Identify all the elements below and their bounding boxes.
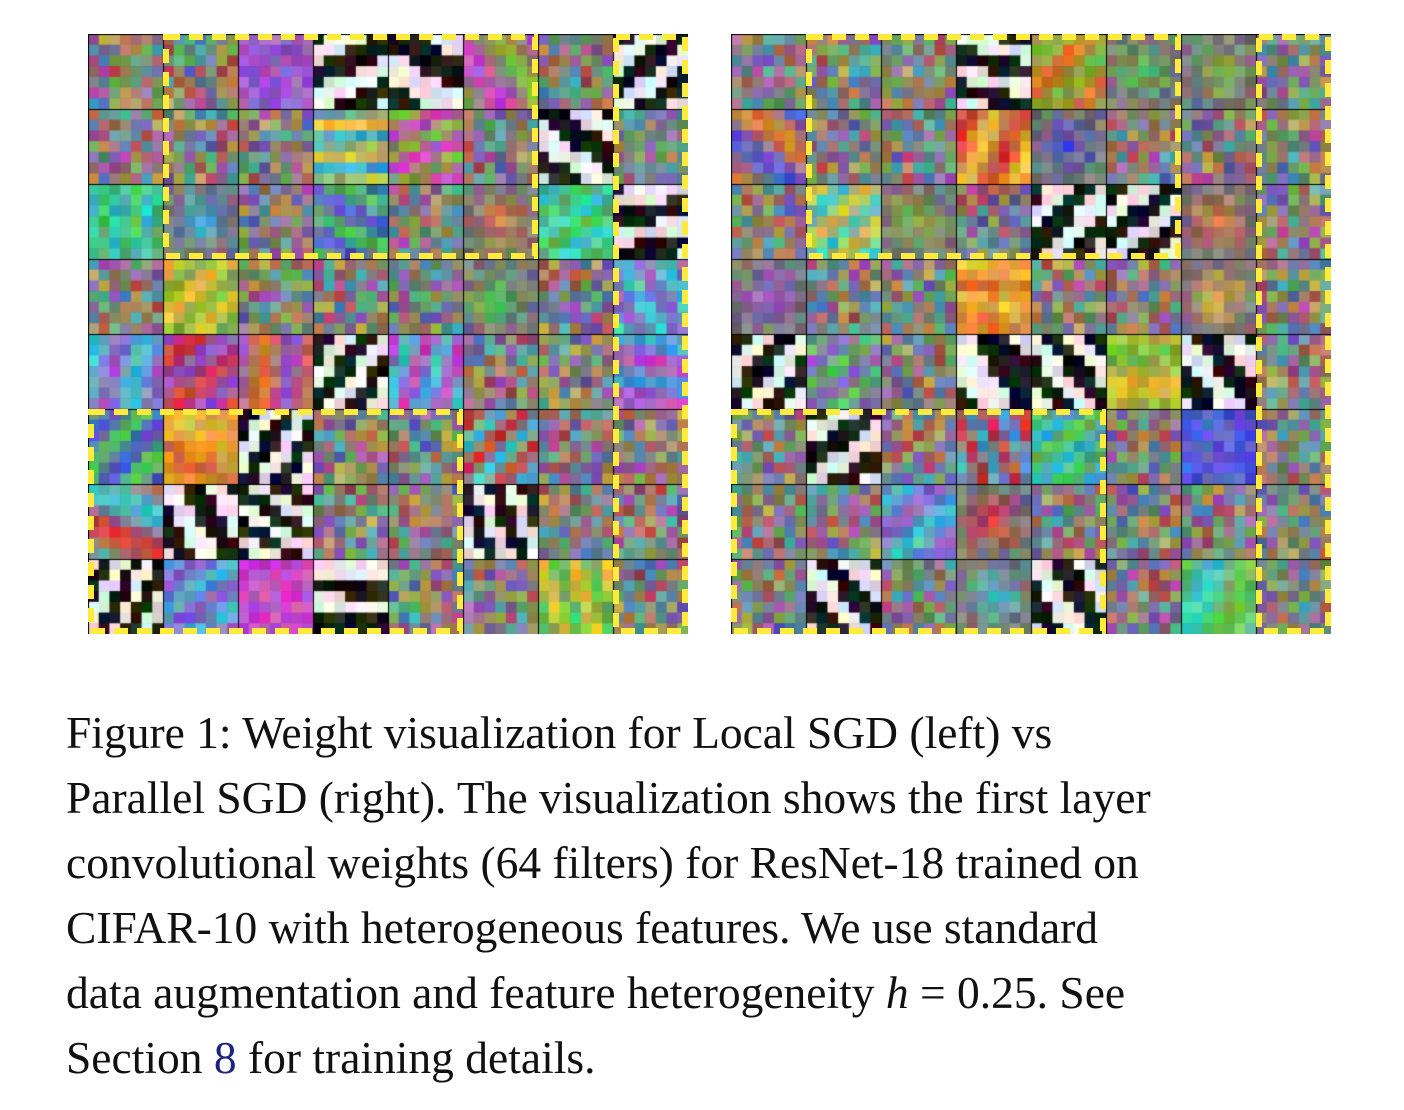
parallel-sgd-weights-panel [731, 34, 1331, 634]
parallel-sgd-highlight-region-3 [731, 409, 1106, 634]
caption-line-6-tail: for training details. [236, 1032, 596, 1083]
local-sgd-highlight-region-3 [88, 409, 463, 634]
caption-line-3: convolutional weights (64 filters) for R… [66, 837, 1139, 888]
caption-line-5: data augmentation and feature heterogene… [66, 960, 1348, 1025]
caption-line-5-text: data augmentation and feature heterogene… [66, 967, 886, 1018]
local-sgd-filter-grid [88, 34, 688, 634]
section-reference-link[interactable]: 8 [213, 1032, 237, 1083]
local-sgd-highlight-overlay [88, 34, 688, 634]
caption-line-5-math: = 0.25. See [908, 967, 1126, 1018]
parallel-sgd-highlight-region-1 [806, 34, 1181, 259]
local-sgd-highlight-region-1 [163, 34, 538, 259]
local-sgd-weights-panel [88, 34, 688, 634]
caption-line-4: CIFAR-10 with heterogeneous features. We… [66, 902, 1099, 953]
local-sgd-highlight-region-2 [613, 34, 688, 634]
figure-caption: Figure 1: Weight visualization for Local… [66, 700, 1348, 1090]
math-variable-h: h [885, 967, 909, 1018]
parallel-sgd-filter-grid [731, 34, 1331, 634]
caption-line-1: Figure 1: Weight visualization for Local… [66, 707, 1053, 758]
parallel-sgd-highlight-overlay [731, 34, 1331, 634]
parallel-sgd-highlight-region-2 [1256, 34, 1331, 634]
caption-line-2: Parallel SGD (right). The visualization … [66, 772, 1151, 823]
caption-line-6-text: Section [66, 1032, 214, 1083]
caption-line-6: Section 8 for training details. [66, 1025, 1348, 1090]
